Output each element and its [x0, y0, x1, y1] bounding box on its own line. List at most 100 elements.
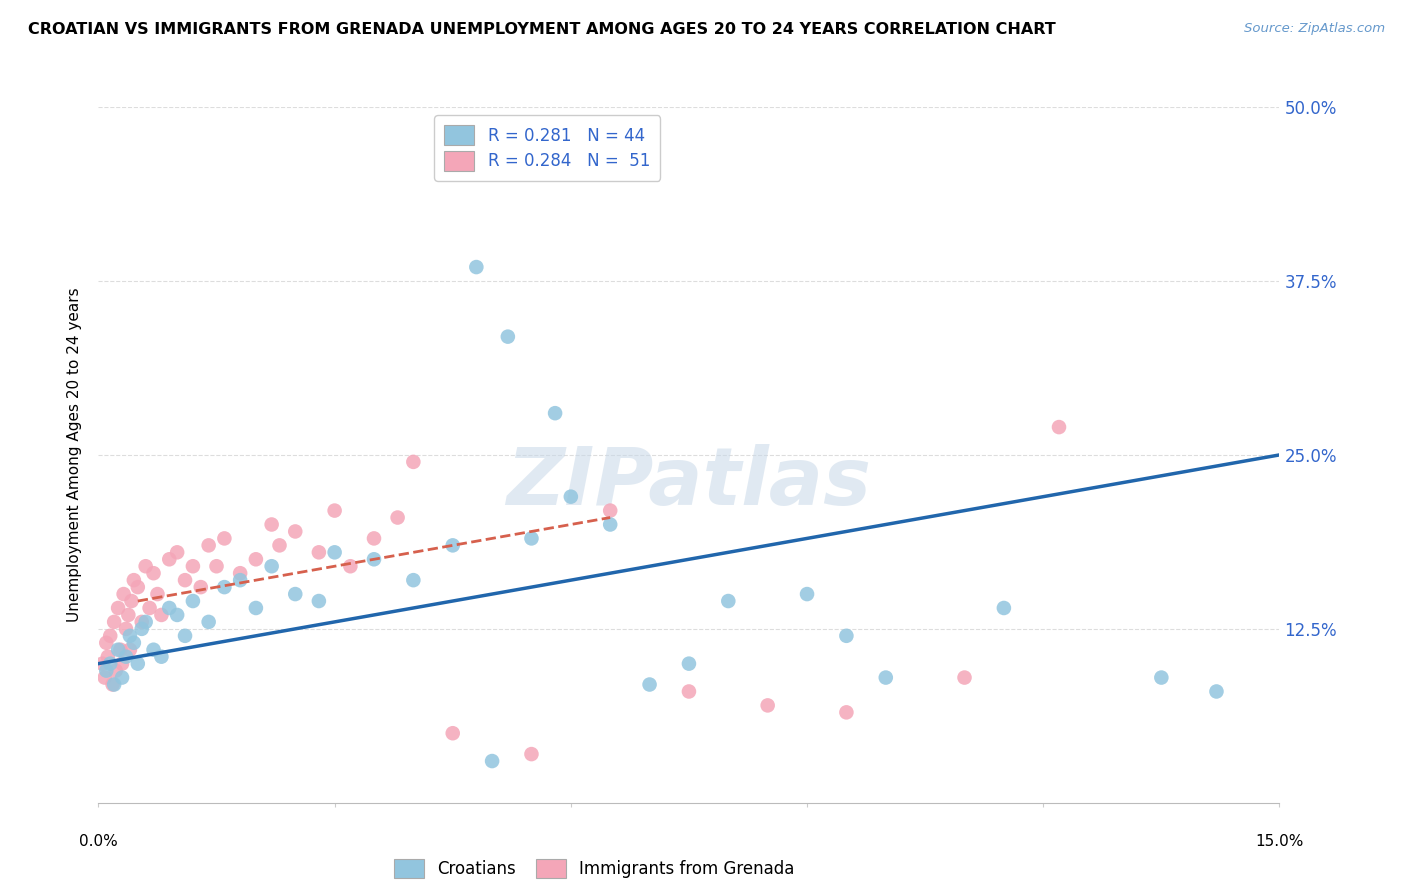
Point	[98, 657, 121, 671]
Point	[174, 629, 197, 643]
Point	[135, 559, 157, 574]
Text: ZIPatlas: ZIPatlas	[506, 443, 872, 522]
Point	[118, 629, 141, 643]
Point	[121, 594, 143, 608]
Point	[96, 636, 118, 650]
Point	[323, 503, 346, 517]
Point	[993, 601, 1015, 615]
Point	[138, 601, 160, 615]
Point	[107, 642, 129, 657]
Point	[197, 538, 219, 552]
Point	[308, 545, 330, 559]
Point	[875, 671, 897, 685]
Point	[481, 754, 503, 768]
Point	[835, 629, 858, 643]
Point	[103, 677, 125, 691]
Point	[717, 594, 740, 608]
Point	[214, 580, 236, 594]
Point	[214, 532, 236, 546]
Point	[150, 649, 173, 664]
Legend: Croatians, Immigrants from Grenada: Croatians, Immigrants from Grenada	[388, 853, 801, 885]
Point	[678, 657, 700, 671]
Point	[269, 538, 291, 552]
Point	[190, 580, 212, 594]
Point	[544, 406, 567, 420]
Point	[107, 601, 129, 615]
Point	[953, 671, 976, 685]
Point	[115, 649, 138, 664]
Point	[229, 566, 252, 581]
Point	[110, 642, 132, 657]
Point	[181, 594, 204, 608]
Point	[1047, 420, 1070, 434]
Point	[111, 671, 134, 685]
Point	[197, 615, 219, 629]
Point	[284, 587, 307, 601]
Point	[157, 552, 180, 566]
Point	[117, 607, 139, 622]
Text: 15.0%: 15.0%	[1256, 834, 1303, 849]
Y-axis label: Unemployment Among Ages 20 to 24 years: Unemployment Among Ages 20 to 24 years	[67, 287, 83, 623]
Point	[363, 552, 385, 566]
Point	[441, 726, 464, 740]
Point	[1150, 671, 1173, 685]
Point	[599, 517, 621, 532]
Point	[101, 677, 124, 691]
Point	[229, 573, 252, 587]
Point	[115, 622, 138, 636]
Point	[142, 566, 165, 581]
Point	[118, 642, 141, 657]
Point	[308, 594, 330, 608]
Point	[599, 503, 621, 517]
Point	[122, 636, 145, 650]
Point	[402, 455, 425, 469]
Point	[146, 587, 169, 601]
Point	[96, 664, 118, 678]
Point	[181, 559, 204, 574]
Text: Source: ZipAtlas.com: Source: ZipAtlas.com	[1244, 22, 1385, 36]
Point	[1205, 684, 1227, 698]
Point	[142, 642, 165, 657]
Point	[131, 622, 153, 636]
Point	[441, 538, 464, 552]
Point	[174, 573, 197, 587]
Point	[245, 552, 267, 566]
Point	[260, 559, 283, 574]
Point	[91, 657, 114, 671]
Point	[465, 260, 488, 274]
Point	[150, 607, 173, 622]
Point	[127, 580, 149, 594]
Point	[131, 615, 153, 629]
Point	[112, 587, 135, 601]
Point	[111, 657, 134, 671]
Point	[520, 532, 543, 546]
Point	[97, 649, 120, 664]
Point	[260, 517, 283, 532]
Point	[284, 524, 307, 539]
Point	[93, 671, 115, 685]
Point	[205, 559, 228, 574]
Point	[166, 607, 188, 622]
Point	[796, 587, 818, 601]
Point	[157, 601, 180, 615]
Point	[339, 559, 361, 574]
Point	[103, 615, 125, 629]
Point	[127, 657, 149, 671]
Point	[560, 490, 582, 504]
Point	[520, 747, 543, 761]
Point	[387, 510, 409, 524]
Text: 0.0%: 0.0%	[79, 834, 118, 849]
Point	[166, 545, 188, 559]
Point	[402, 573, 425, 587]
Point	[496, 329, 519, 343]
Point	[122, 573, 145, 587]
Point	[245, 601, 267, 615]
Point	[104, 664, 127, 678]
Point	[363, 532, 385, 546]
Point	[756, 698, 779, 713]
Point	[678, 684, 700, 698]
Point	[98, 629, 121, 643]
Point	[638, 677, 661, 691]
Point	[135, 615, 157, 629]
Text: CROATIAN VS IMMIGRANTS FROM GRENADA UNEMPLOYMENT AMONG AGES 20 TO 24 YEARS CORRE: CROATIAN VS IMMIGRANTS FROM GRENADA UNEM…	[28, 22, 1056, 37]
